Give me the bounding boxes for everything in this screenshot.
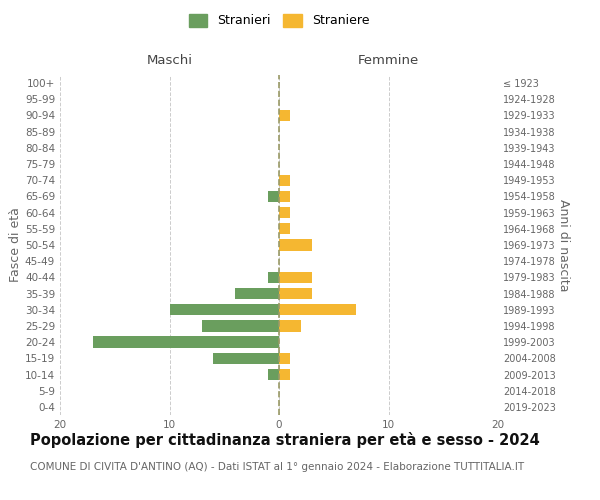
- Text: Femmine: Femmine: [358, 54, 419, 68]
- Bar: [279, 174, 290, 186]
- Bar: [93, 336, 279, 348]
- Bar: [279, 240, 312, 250]
- Bar: [279, 352, 290, 364]
- Bar: [202, 320, 279, 332]
- Bar: [235, 288, 279, 299]
- Bar: [214, 352, 279, 364]
- Bar: [268, 369, 279, 380]
- Legend: Stranieri, Straniere: Stranieri, Straniere: [184, 8, 374, 32]
- Bar: [279, 191, 290, 202]
- Bar: [169, 304, 279, 316]
- Y-axis label: Fasce di età: Fasce di età: [9, 208, 22, 282]
- Bar: [279, 223, 290, 234]
- Bar: [268, 191, 279, 202]
- Bar: [279, 207, 290, 218]
- Text: COMUNE DI CIVITA D'ANTINO (AQ) - Dati ISTAT al 1° gennaio 2024 - Elaborazione TU: COMUNE DI CIVITA D'ANTINO (AQ) - Dati IS…: [30, 462, 524, 472]
- Bar: [279, 304, 356, 316]
- Y-axis label: Anni di nascita: Anni di nascita: [557, 198, 569, 291]
- Bar: [268, 272, 279, 283]
- Bar: [279, 369, 290, 380]
- Text: Popolazione per cittadinanza straniera per età e sesso - 2024: Popolazione per cittadinanza straniera p…: [30, 432, 540, 448]
- Bar: [279, 288, 312, 299]
- Bar: [279, 320, 301, 332]
- Bar: [279, 272, 312, 283]
- Bar: [279, 110, 290, 121]
- Text: Maschi: Maschi: [146, 54, 193, 68]
